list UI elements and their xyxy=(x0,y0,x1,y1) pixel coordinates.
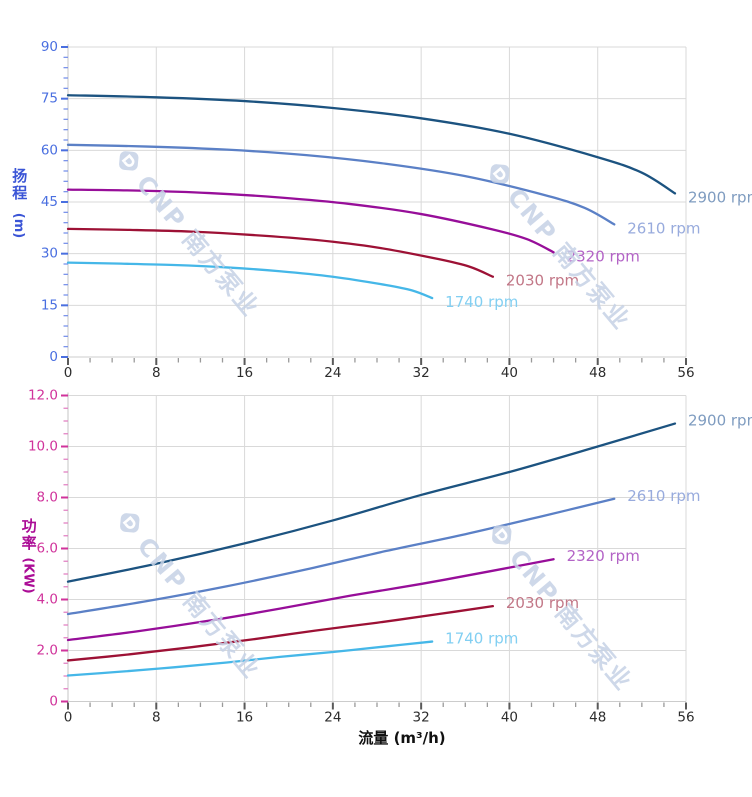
series-label: 1740 rpm xyxy=(445,293,518,311)
head-y-axis-title: 扬程 (m) xyxy=(6,168,31,238)
x-tick-label: 0 xyxy=(64,365,73,381)
curve-2610-rpm xyxy=(66,497,616,616)
curve-1740-rpm xyxy=(66,261,434,300)
power-y-axis-title-cn: 功率 xyxy=(19,518,38,552)
curve-2030-rpm xyxy=(66,227,495,278)
series-label: 1740 rpm xyxy=(445,630,518,648)
series-label: 2610 rpm xyxy=(627,219,700,237)
y-tick-label: 0 xyxy=(49,349,58,365)
series-label: 2030 rpm xyxy=(506,594,579,612)
curve-2320-rpm xyxy=(66,188,555,254)
y-tick-label: 90 xyxy=(41,39,58,55)
x-tick-label: 56 xyxy=(677,710,694,726)
head-y-axis-title-cn: 扬程 xyxy=(10,168,29,202)
y-tick-label: 4.0 xyxy=(37,592,58,608)
y-tick-label: 2.0 xyxy=(37,643,58,659)
y-tick-label: 45 xyxy=(41,194,58,210)
series-label: 2900 rpm xyxy=(688,188,752,206)
y-tick-label: 75 xyxy=(41,91,58,107)
x-tick-label: 8 xyxy=(152,365,161,381)
y-tick-label: 6.0 xyxy=(37,541,58,557)
x-tick-label: 32 xyxy=(413,365,430,381)
curve-2900-rpm xyxy=(66,422,677,583)
head-y-axis-unit: (m) xyxy=(11,212,27,239)
x-tick-label: 40 xyxy=(501,365,518,381)
x-tick-label: 16 xyxy=(236,710,253,726)
x-tick-label: 32 xyxy=(413,710,430,726)
x-tick-label: 24 xyxy=(324,710,341,726)
y-tick-label: 12.0 xyxy=(28,388,58,404)
x-tick-label: 40 xyxy=(501,710,518,726)
power-y-axis-unit: (KW) xyxy=(20,557,36,594)
curve-2900-rpm xyxy=(66,94,677,195)
x-tick-label: 24 xyxy=(324,365,341,381)
series-label: 2320 rpm xyxy=(567,547,640,565)
x-axis-title: 流量 (m³/h) xyxy=(358,729,446,747)
series-label: 2900 rpm xyxy=(688,412,752,430)
x-tick-label: 48 xyxy=(589,710,606,726)
x-tick-label: 8 xyxy=(152,710,161,726)
series-label: 2030 rpm xyxy=(506,272,579,290)
series-label: 2320 rpm xyxy=(567,247,640,265)
series-label: 2610 rpm xyxy=(627,487,700,505)
y-tick-label: 15 xyxy=(41,297,58,313)
y-tick-label: 10.0 xyxy=(28,439,58,455)
curve-2610-rpm xyxy=(66,143,616,226)
x-tick-label: 0 xyxy=(64,710,73,726)
x-tick-label: 48 xyxy=(589,365,606,381)
x-tick-label: 16 xyxy=(236,365,253,381)
y-tick-label: 8.0 xyxy=(37,490,58,506)
curve-1740-rpm xyxy=(66,640,434,677)
curve-2030-rpm xyxy=(66,604,495,662)
y-tick-label: 0 xyxy=(49,694,58,710)
power-y-axis-title: 功率 (KW) xyxy=(10,518,46,594)
y-tick-label: 60 xyxy=(41,142,58,158)
y-tick-label: 30 xyxy=(41,246,58,262)
x-tick-label: 56 xyxy=(677,365,694,381)
curve-2320-rpm xyxy=(66,558,555,642)
